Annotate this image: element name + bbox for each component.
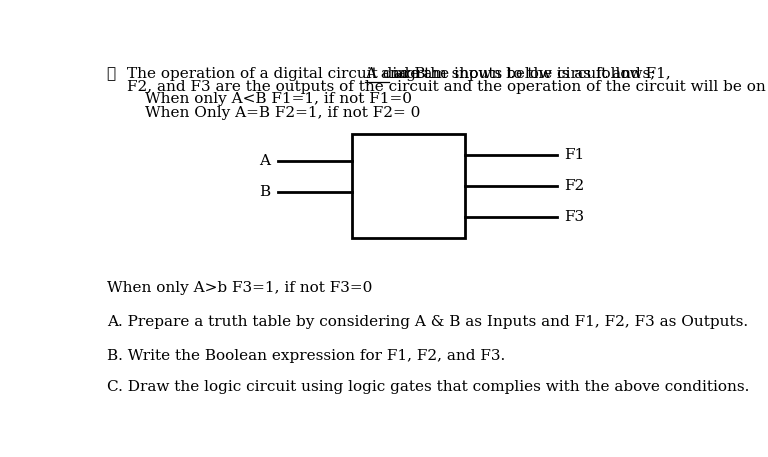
Text: B: B bbox=[260, 185, 270, 199]
Text: A and B: A and B bbox=[366, 67, 425, 81]
Text: When only A<B F1=1, if not F1=0: When only A<B F1=1, if not F1=0 bbox=[145, 92, 412, 106]
Text: B. Write the Boolean expression for F1, F2, and F3.: B. Write the Boolean expression for F1, … bbox=[107, 349, 505, 363]
Text: A. Prepare a truth table by considering A & B as Inputs and F1, F2, F3 as Output: A. Prepare a truth table by considering … bbox=[107, 314, 748, 329]
Text: A: A bbox=[260, 154, 270, 168]
Text: F1: F1 bbox=[564, 148, 584, 162]
Text: F3: F3 bbox=[564, 210, 584, 224]
Text: When only A>b F3=1, if not F3=0: When only A>b F3=1, if not F3=0 bbox=[107, 281, 372, 295]
Bar bbox=[352, 134, 465, 238]
Text: When Only A=B F2=1, if not F2= 0: When Only A=B F2=1, if not F2= 0 bbox=[145, 106, 420, 120]
Text: C. Draw the logic circuit using logic gates that complies with the above conditi: C. Draw the logic circuit using logic ga… bbox=[107, 380, 749, 394]
Text: F2, and F3 are the outputs of the circuit and the operation of the circuit will : F2, and F3 are the outputs of the circui… bbox=[127, 80, 768, 94]
Text: The operation of a digital circuit diagram shown below is as follows;: The operation of a digital circuit diagr… bbox=[127, 67, 660, 81]
Text: are the inputs to the circuit and F1,: are the inputs to the circuit and F1, bbox=[389, 67, 671, 81]
Text: ❖: ❖ bbox=[107, 67, 116, 81]
Text: F2: F2 bbox=[564, 179, 584, 193]
